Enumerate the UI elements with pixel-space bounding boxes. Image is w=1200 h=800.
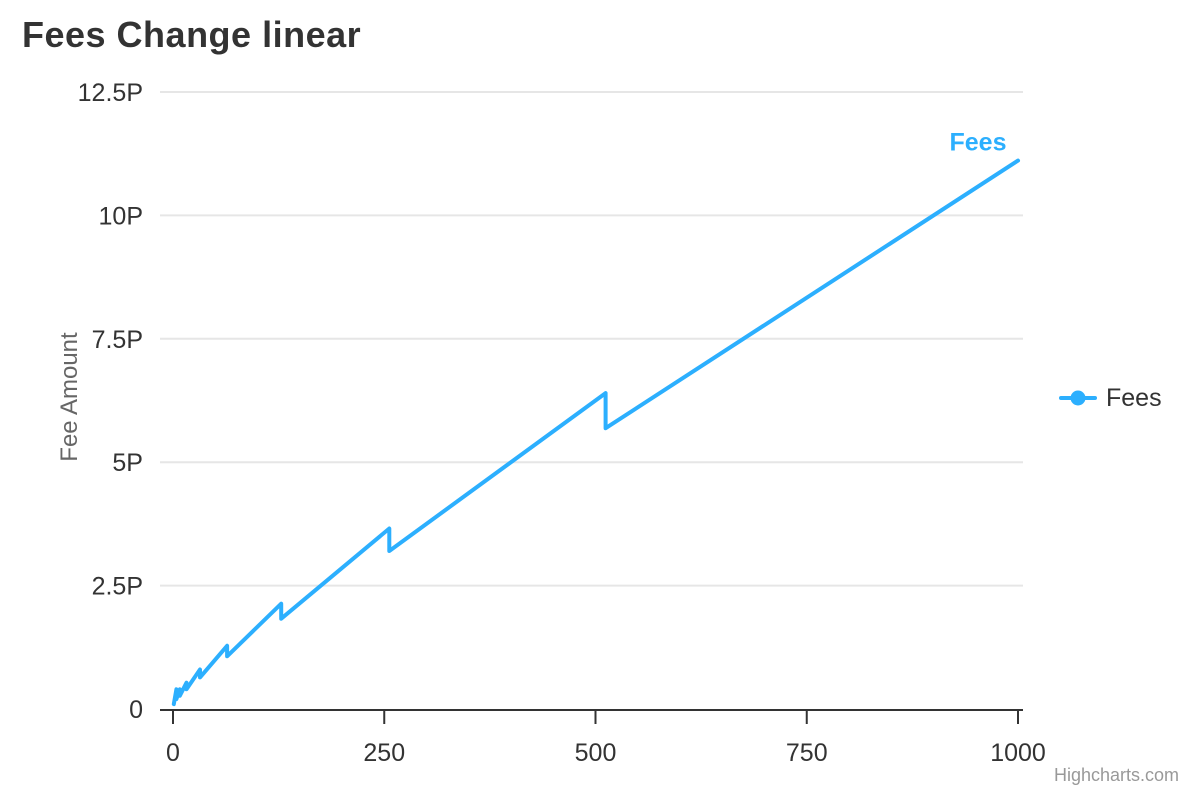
y-tick-label: 7.5P [92,326,143,354]
chart-title: Fees Change linear [22,14,362,55]
x-tick-label: 750 [786,739,828,767]
x-tick-label: 500 [575,739,617,767]
x-tick-label: 250 [363,739,405,767]
x-tick-label: 1000 [990,739,1046,767]
legend-item-label[interactable]: Fees [1106,383,1162,412]
x-tick-label: 0 [166,739,180,767]
legend-item-fees[interactable]: Fees [1059,383,1162,413]
y-tick-label: 0 [129,696,143,724]
series-label-fees: Fees [949,128,1007,157]
series-line-fees[interactable] [171,158,1020,707]
y-tick-label: 12.5P [78,79,143,107]
y-tick-label: 2.5P [92,573,143,601]
credits-link[interactable]: Highcharts.com [1053,765,1179,785]
y-tick-label: 10P [99,202,143,230]
legend-marker-icon [1059,390,1097,406]
y-tick-label: 5P [112,449,143,477]
